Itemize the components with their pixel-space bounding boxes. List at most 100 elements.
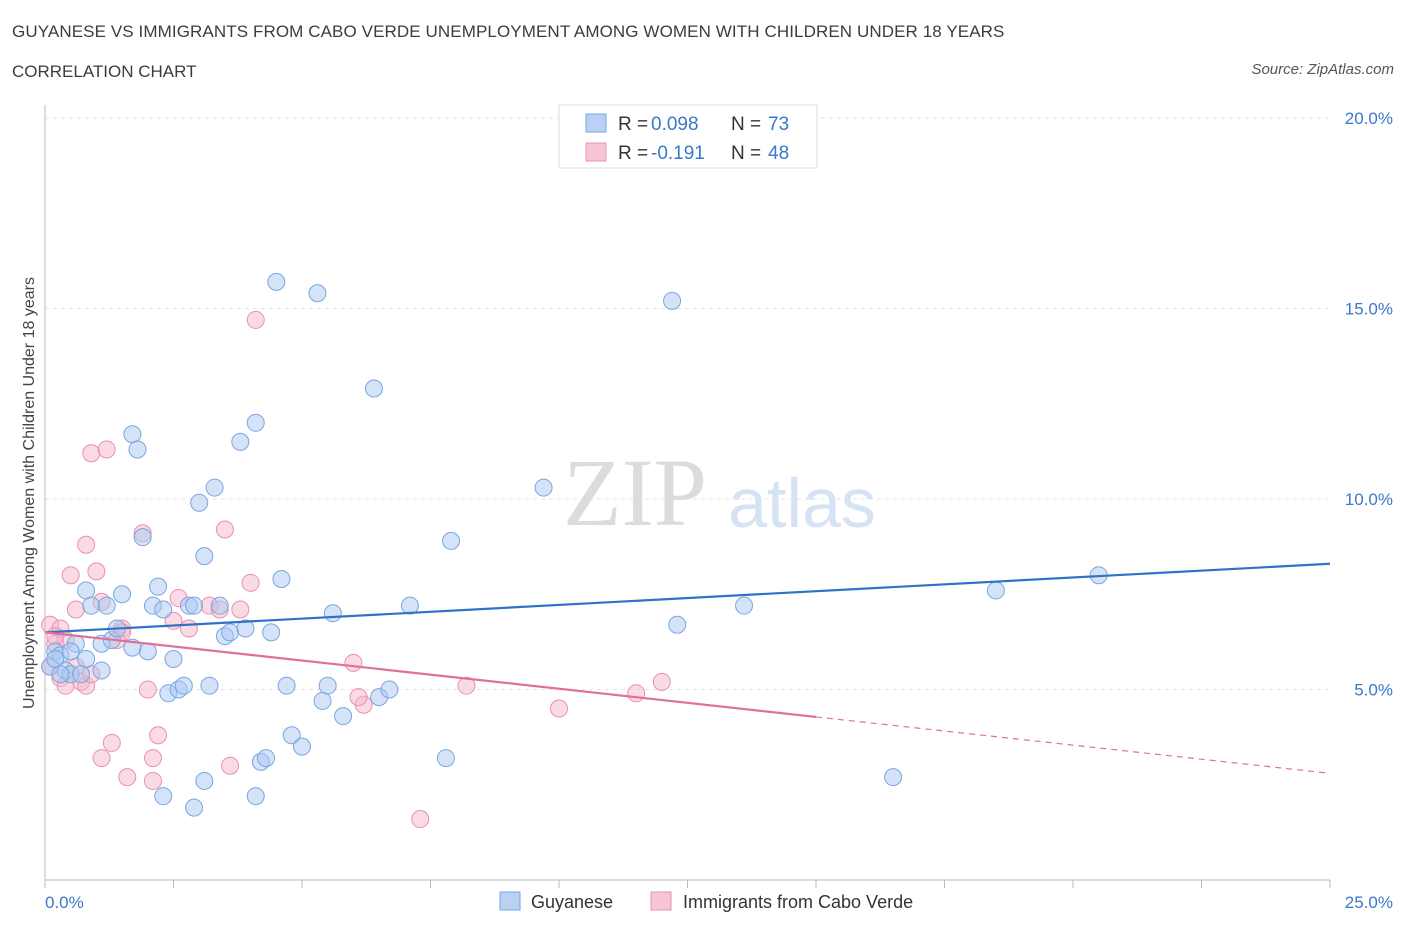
data-point-cabo-verde xyxy=(246,310,265,329)
data-point-guyanese xyxy=(51,665,70,684)
data-point-guyanese xyxy=(205,478,224,497)
data-point-guyanese xyxy=(200,676,219,695)
legend-swatch-cabo-verde xyxy=(585,142,607,162)
data-point-cabo-verde xyxy=(46,627,65,646)
legend-n-value-1: 73 xyxy=(768,114,789,135)
data-point-guyanese xyxy=(174,676,193,695)
x-tick-label-min: 0.0% xyxy=(45,893,84,912)
source-label: Source: ZipAtlas.com xyxy=(1251,61,1394,78)
data-point-cabo-verde xyxy=(627,684,646,703)
legend-r-value-1: 0.098 xyxy=(651,114,699,135)
data-point-cabo-verde xyxy=(344,653,363,672)
data-point-guyanese xyxy=(308,284,327,303)
x-tick-label-max: 25.0% xyxy=(1345,893,1393,912)
data-point-guyanese xyxy=(884,768,903,787)
data-point-guyanese xyxy=(185,798,204,817)
data-point-cabo-verde xyxy=(87,562,106,581)
data-point-guyanese xyxy=(77,581,96,600)
y-axis-label: Unemployment Among Women with Children U… xyxy=(21,277,38,709)
data-point-guyanese xyxy=(221,623,240,642)
data-point-guyanese xyxy=(164,650,183,669)
legend-n-label-1: N = xyxy=(731,114,761,135)
data-point-guyanese xyxy=(364,379,383,398)
data-point-guyanese xyxy=(123,425,142,444)
data-point-guyanese xyxy=(154,787,173,806)
y-tick-label: 20.0% xyxy=(1345,109,1393,128)
data-point-guyanese xyxy=(282,726,301,745)
bottom-legend: Guyanese Immigrants from Cabo Verde xyxy=(499,891,913,912)
watermark-zip: ZIP xyxy=(563,439,707,546)
data-point-guyanese xyxy=(77,650,96,669)
data-point-guyanese xyxy=(133,528,152,547)
data-point-cabo-verde xyxy=(652,672,671,691)
data-point-guyanese xyxy=(257,749,276,768)
legend-r-label-2: R = xyxy=(618,143,648,164)
data-point-guyanese xyxy=(185,596,204,615)
data-point-guyanese xyxy=(236,619,255,638)
data-point-guyanese xyxy=(210,596,229,615)
chart-title: GUYANESE VS IMMIGRANTS FROM CABO VERDE U… xyxy=(12,22,1005,41)
trend-line-cabo-verde xyxy=(44,631,817,719)
data-point-cabo-verde xyxy=(102,733,121,752)
data-point-guyanese xyxy=(986,581,1005,600)
y-tick-label: 15.0% xyxy=(1345,300,1393,319)
legend-n-value-2: 48 xyxy=(768,143,789,164)
data-point-cabo-verde xyxy=(138,680,157,699)
data-point-cabo-verde xyxy=(241,573,260,592)
data-point-guyanese xyxy=(246,413,265,432)
x-tick-labels: 0.0% 25.0% xyxy=(45,893,1393,912)
watermark: ZIP atlas xyxy=(563,439,876,546)
bottom-legend-cabo-verde: Immigrants from Cabo Verde xyxy=(683,892,913,912)
data-point-guyanese xyxy=(128,440,147,459)
legend-swatch-guyanese xyxy=(585,113,607,133)
data-point-guyanese xyxy=(97,596,116,615)
data-point-guyanese xyxy=(71,665,90,684)
data-point-guyanese xyxy=(149,577,168,596)
data-point-guyanese xyxy=(313,691,332,710)
legend: R = 0.098 N = 73 R = -0.191 N = 48 xyxy=(558,104,818,169)
data-point-guyanese xyxy=(195,547,214,566)
watermark-atlas: atlas xyxy=(728,464,876,542)
axes xyxy=(44,105,1331,888)
data-point-cabo-verde xyxy=(550,699,568,718)
data-point-guyanese xyxy=(400,596,419,615)
data-point-guyanese xyxy=(442,531,461,550)
trend-lines xyxy=(44,562,1331,774)
data-point-cabo-verde xyxy=(179,619,198,638)
data-point-cabo-verde xyxy=(231,600,250,619)
data-point-guyanese xyxy=(668,615,687,634)
data-point-guyanese xyxy=(113,585,132,604)
data-point-cabo-verde xyxy=(215,520,234,539)
data-point-guyanese xyxy=(262,623,281,642)
data-point-cabo-verde xyxy=(411,810,430,829)
data-point-guyanese xyxy=(293,737,311,756)
data-point-cabo-verde xyxy=(118,768,137,787)
data-point-cabo-verde xyxy=(61,566,80,585)
y-tick-label: 10.0% xyxy=(1345,490,1393,509)
trend-line-cabo-verde-extrapolated xyxy=(815,716,1331,774)
data-point-guyanese xyxy=(231,432,250,451)
data-point-guyanese xyxy=(61,642,80,661)
legend-r-value-2: -0.191 xyxy=(651,143,705,164)
data-point-cabo-verde xyxy=(77,535,96,554)
y-tick-labels: 5.0% 10.0% 15.0% 20.0% xyxy=(1345,109,1393,700)
data-point-guyanese xyxy=(190,493,209,512)
data-point-guyanese xyxy=(318,676,337,695)
data-point-guyanese xyxy=(436,749,455,768)
data-point-guyanese xyxy=(277,676,296,695)
legend-n-label-2: N = xyxy=(731,143,761,164)
data-point-cabo-verde xyxy=(143,771,162,790)
legend-r-label-1: R = xyxy=(618,114,648,135)
data-point-guyanese xyxy=(195,771,214,790)
data-point-cabo-verde xyxy=(349,688,368,707)
data-point-cabo-verde xyxy=(97,440,116,459)
chart-subtitle: CORRELATION CHART xyxy=(12,62,197,81)
data-point-guyanese xyxy=(534,478,553,497)
data-point-guyanese xyxy=(334,707,353,726)
series-cabo-verde xyxy=(41,310,671,829)
data-point-cabo-verde xyxy=(149,726,168,745)
data-point-guyanese xyxy=(272,570,291,589)
data-point-guyanese xyxy=(380,680,399,699)
data-point-guyanese xyxy=(663,291,682,310)
y-tick-label: 5.0% xyxy=(1354,681,1393,700)
